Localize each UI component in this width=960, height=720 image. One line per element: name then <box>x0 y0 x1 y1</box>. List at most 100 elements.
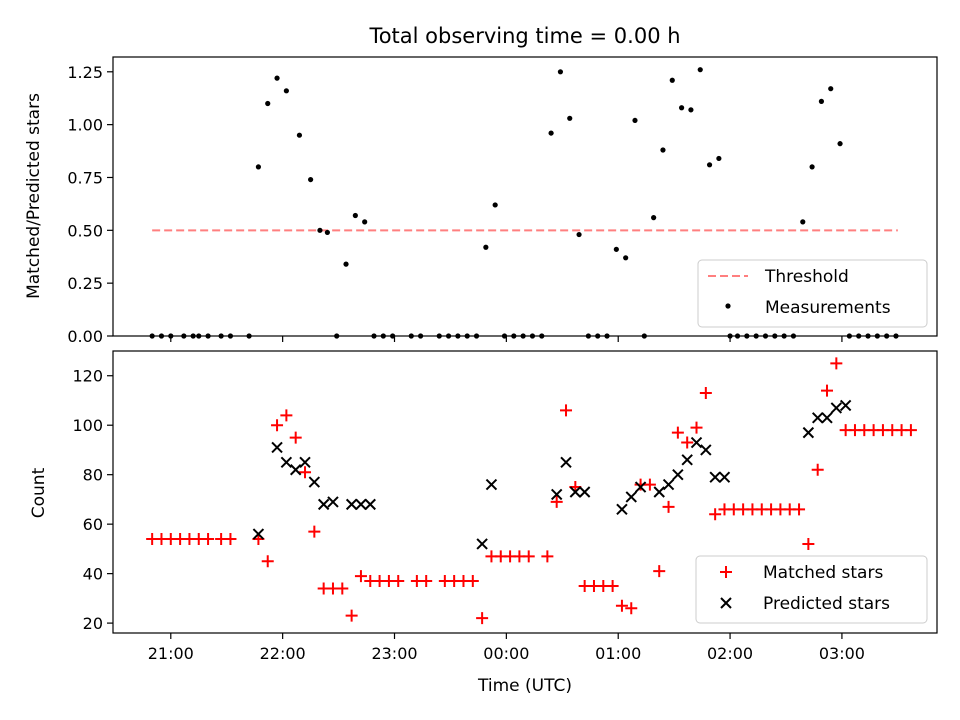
bottom-y-ticks: 20 40 60 80 100 120 <box>72 367 113 633</box>
matched-stars-point <box>345 609 358 622</box>
predicted-stars-point <box>560 456 572 469</box>
x-tick-label: 02:00 <box>707 644 753 663</box>
matched-stars-point <box>476 612 489 625</box>
predicted-stars-point <box>569 486 582 498</box>
matched-stars-point <box>671 426 684 439</box>
matched-stars-point <box>699 387 712 400</box>
measurement-point <box>809 164 815 170</box>
bottom-legend: Matched stars Predicted stars <box>695 555 928 624</box>
matched-stars-point <box>802 537 815 550</box>
top-legend-box <box>697 259 928 328</box>
x-tick-label: 00:00 <box>483 644 529 663</box>
measurement-point <box>255 164 262 170</box>
x-tick-label: 03:00 <box>819 644 865 663</box>
measurement-point <box>669 77 675 83</box>
predicted-stars-series <box>252 399 852 550</box>
matched-stars-point <box>830 357 843 370</box>
predicted-stars-point <box>700 444 712 456</box>
bottom-x-ticks: 21:00 22:00 23:00 00:00 01:00 02:00 03:00 <box>148 633 865 663</box>
bottom-plot-frame <box>112 350 938 634</box>
top-y-ticks: 0.00 0.25 0.50 0.75 1.00 1.25 <box>67 63 113 346</box>
measurement-point <box>557 69 564 75</box>
matched-stars-point <box>271 419 284 432</box>
x-tick-label: 21:00 <box>148 644 194 663</box>
matched-stars-point <box>522 550 535 563</box>
matched-stars-point <box>336 582 349 595</box>
matched-stars-point <box>261 555 274 568</box>
top-y-tick-label: 1.00 <box>67 116 103 135</box>
predicted-stars-point <box>308 476 321 488</box>
matched-stars-point <box>625 602 638 615</box>
matched-stars-point <box>550 495 563 508</box>
bottom-legend-box <box>695 555 928 624</box>
matched-stars-point <box>560 404 573 417</box>
measurement-point <box>716 155 722 162</box>
predicted-stars-point <box>821 412 833 424</box>
predicted-stars-point <box>839 399 852 412</box>
top-panel: 0.00 0.25 0.50 0.75 1.00 1.25 Matched/Predict… <box>24 56 938 346</box>
top-y-tick-label: 0.25 <box>67 274 103 293</box>
measurement-point <box>651 215 657 221</box>
measurement-point <box>837 141 843 147</box>
predicted-stars-point <box>252 528 265 540</box>
matched-stars-point <box>681 436 694 449</box>
predicted-stars-point <box>550 488 563 501</box>
matched-stars-point <box>299 466 312 479</box>
predicted-stars-point <box>578 486 591 498</box>
measurement-point <box>343 261 349 267</box>
predicted-stars-point <box>364 498 376 511</box>
bottom-panel: 20 40 60 80 100 120 21:00 22:00 23:00 00:00 01:00… <box>29 350 938 696</box>
legend-threshold-label: Threshold <box>764 267 849 287</box>
predicted-stars-point <box>355 498 367 511</box>
top-x-ticks <box>170 336 843 342</box>
bottom-y-tick-label: 60 <box>83 515 103 534</box>
x-axis-label: Time (UTC) <box>477 676 572 696</box>
matched-stars-point <box>793 503 806 516</box>
measurement-point <box>352 212 358 219</box>
matched-stars-point <box>653 565 666 578</box>
matched-stars-point <box>690 421 703 434</box>
matched-stars-point <box>280 409 293 422</box>
predicted-stars-point <box>616 503 628 516</box>
measurement-point <box>697 67 703 73</box>
measurement-point <box>818 98 825 104</box>
predicted-stars-point <box>690 436 703 449</box>
legend-predicted-label: Predicted stars <box>763 594 890 614</box>
measurement-point <box>660 147 666 153</box>
predicted-stars-point <box>802 426 815 439</box>
matched-stars-point <box>354 570 367 583</box>
predicted-stars-point <box>625 491 637 503</box>
matched-stars-point <box>904 424 917 437</box>
matched-stars-point <box>420 575 433 588</box>
matched-stars-point <box>643 478 656 491</box>
measurement-point <box>688 107 694 113</box>
predicted-stars-point <box>709 471 721 483</box>
measurement-point <box>274 75 280 81</box>
measurement-point <box>265 100 271 107</box>
measurement-point <box>678 105 685 111</box>
predicted-stars-point <box>271 441 283 454</box>
matched-stars-point <box>289 431 302 444</box>
measurement-point <box>613 246 619 252</box>
measurement-point <box>800 219 806 225</box>
top-y-tick-label: 0.50 <box>67 221 103 240</box>
measurement-point <box>576 231 582 238</box>
top-plot-frame <box>112 56 938 337</box>
matched-stars-point <box>202 533 215 545</box>
predicted-stars-point <box>476 538 488 550</box>
measurement-point <box>567 115 573 121</box>
x-tick-label: 01:00 <box>595 644 641 663</box>
predicted-stars-point <box>718 471 731 483</box>
matched-stars-point <box>662 500 675 513</box>
predicted-stars-point <box>662 478 675 491</box>
matched-stars-point <box>466 575 479 588</box>
legend-measurements-label: Measurements <box>765 298 891 318</box>
matched-stars-point <box>392 575 405 588</box>
matched-stars-point <box>224 533 237 545</box>
measurement-point <box>362 219 368 225</box>
measurements-series <box>149 67 899 339</box>
matched-stars-point <box>709 508 722 521</box>
measurement-point <box>324 229 330 236</box>
measurement-point <box>283 88 289 94</box>
predicted-stars-point <box>634 481 647 493</box>
